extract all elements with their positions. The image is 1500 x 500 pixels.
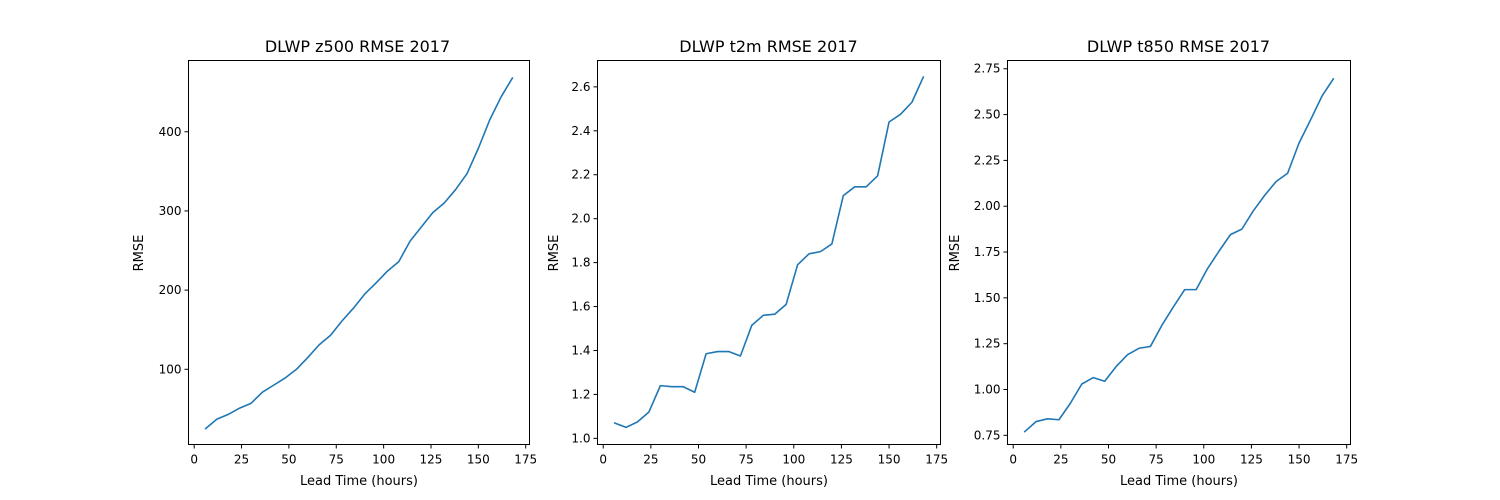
y-tick-label: 2.6 xyxy=(571,80,590,94)
x-axis-label: Lead Time (hours) xyxy=(710,474,828,489)
panel-z500: DLWP z500 RMSE 2017 0 25 50 75 100 125 150 175 1… xyxy=(132,37,537,489)
series-line xyxy=(1023,78,1335,433)
x-tick-label: 25 xyxy=(234,453,249,467)
x-tick-label: 150 xyxy=(1288,453,1311,467)
panel-t2m: DLWP t2m RMSE 2017 0 25 50 75 100 125 150 175 1.… xyxy=(547,37,948,489)
y-tick-label: 200 xyxy=(159,283,182,297)
plot-marks: 0 25 50 75 100 125 150 175 100 200 300 400 xyxy=(159,77,537,467)
x-tick-label: 125 xyxy=(420,453,443,467)
x-tick-label: 100 xyxy=(1192,453,1215,467)
x-tick-label: 50 xyxy=(691,453,706,467)
x-tick-label: 75 xyxy=(329,453,344,467)
chart-title: DLWP t2m RMSE 2017 xyxy=(679,37,857,56)
x-tick-label: 150 xyxy=(467,453,490,467)
y-tick-label: 2.0 xyxy=(571,212,590,226)
y-tick-label: 2.50 xyxy=(974,108,1001,122)
y-tick-label: 1.0 xyxy=(571,431,590,445)
y-tick-label: 1.6 xyxy=(571,300,590,314)
x-tick-label: 175 xyxy=(1335,453,1358,467)
y-tick-label: 1.50 xyxy=(974,291,1001,305)
x-tick-label: 75 xyxy=(1148,453,1163,467)
y-tick-label: 400 xyxy=(159,125,182,139)
x-axis-label: Lead Time (hours) xyxy=(1120,474,1238,489)
x-tick-label: 175 xyxy=(925,453,948,467)
x-tick-label: 0 xyxy=(1009,453,1017,467)
panel-t850: DLWP t850 RMSE 2017 0 25 50 75 100 125 150 1750… xyxy=(948,37,1358,489)
plot-marks: 0 25 50 75 100 125 150 175 1.0 1.2 1.4 1.6 1.8 2.0 2.2… xyxy=(571,76,948,467)
y-tick-label: 1.4 xyxy=(571,343,590,357)
x-tick-label: 150 xyxy=(878,453,901,467)
x-tick-label: 75 xyxy=(738,453,753,467)
y-tick-label: 1.2 xyxy=(571,387,590,401)
series-line xyxy=(204,77,514,430)
chart-title: DLWP z500 RMSE 2017 xyxy=(265,37,450,56)
y-tick-label: 1.00 xyxy=(974,383,1001,397)
y-tick-label: 2.4 xyxy=(571,124,590,138)
series-line xyxy=(613,76,925,429)
x-tick-label: 175 xyxy=(514,453,537,467)
y-tick-label: 100 xyxy=(159,362,182,376)
x-tick-label: 25 xyxy=(1053,453,1068,467)
plot-frame xyxy=(188,60,530,445)
x-tick-label: 25 xyxy=(643,453,658,467)
x-tick-label: 50 xyxy=(281,453,296,467)
y-axis-label: RMSE xyxy=(948,235,963,272)
y-tick-label: 300 xyxy=(159,204,182,218)
y-tick-label: 1.25 xyxy=(974,337,1001,351)
y-tick-label: 2.2 xyxy=(571,168,590,182)
plot-frame xyxy=(1007,60,1351,445)
y-axis-label: RMSE xyxy=(132,235,147,272)
plot-marks: 0 25 50 75 100 125 150 175 0.75 1.00 1.25 1.50 1.75 2… xyxy=(974,62,1358,467)
y-tick-label: 0.75 xyxy=(974,428,1001,442)
x-tick-label: 100 xyxy=(372,453,395,467)
x-tick-label: 125 xyxy=(830,453,853,467)
x-tick-label: 100 xyxy=(782,453,805,467)
x-tick-label: 0 xyxy=(599,453,607,467)
y-tick-label: 1.75 xyxy=(974,245,1001,259)
x-tick-label: 125 xyxy=(1240,453,1263,467)
y-tick-label: 2.00 xyxy=(974,199,1001,213)
y-axis-label: RMSE xyxy=(547,235,562,272)
x-tick-label: 50 xyxy=(1101,453,1116,467)
chart-title: DLWP t850 RMSE 2017 xyxy=(1087,37,1270,56)
plot-frame xyxy=(597,60,941,445)
x-axis-label: Lead Time (hours) xyxy=(300,474,418,489)
y-tick-label: 2.75 xyxy=(974,62,1001,76)
y-tick-label: 1.8 xyxy=(571,256,590,270)
x-tick-label: 0 xyxy=(190,453,198,467)
y-tick-label: 2.25 xyxy=(974,153,1001,167)
